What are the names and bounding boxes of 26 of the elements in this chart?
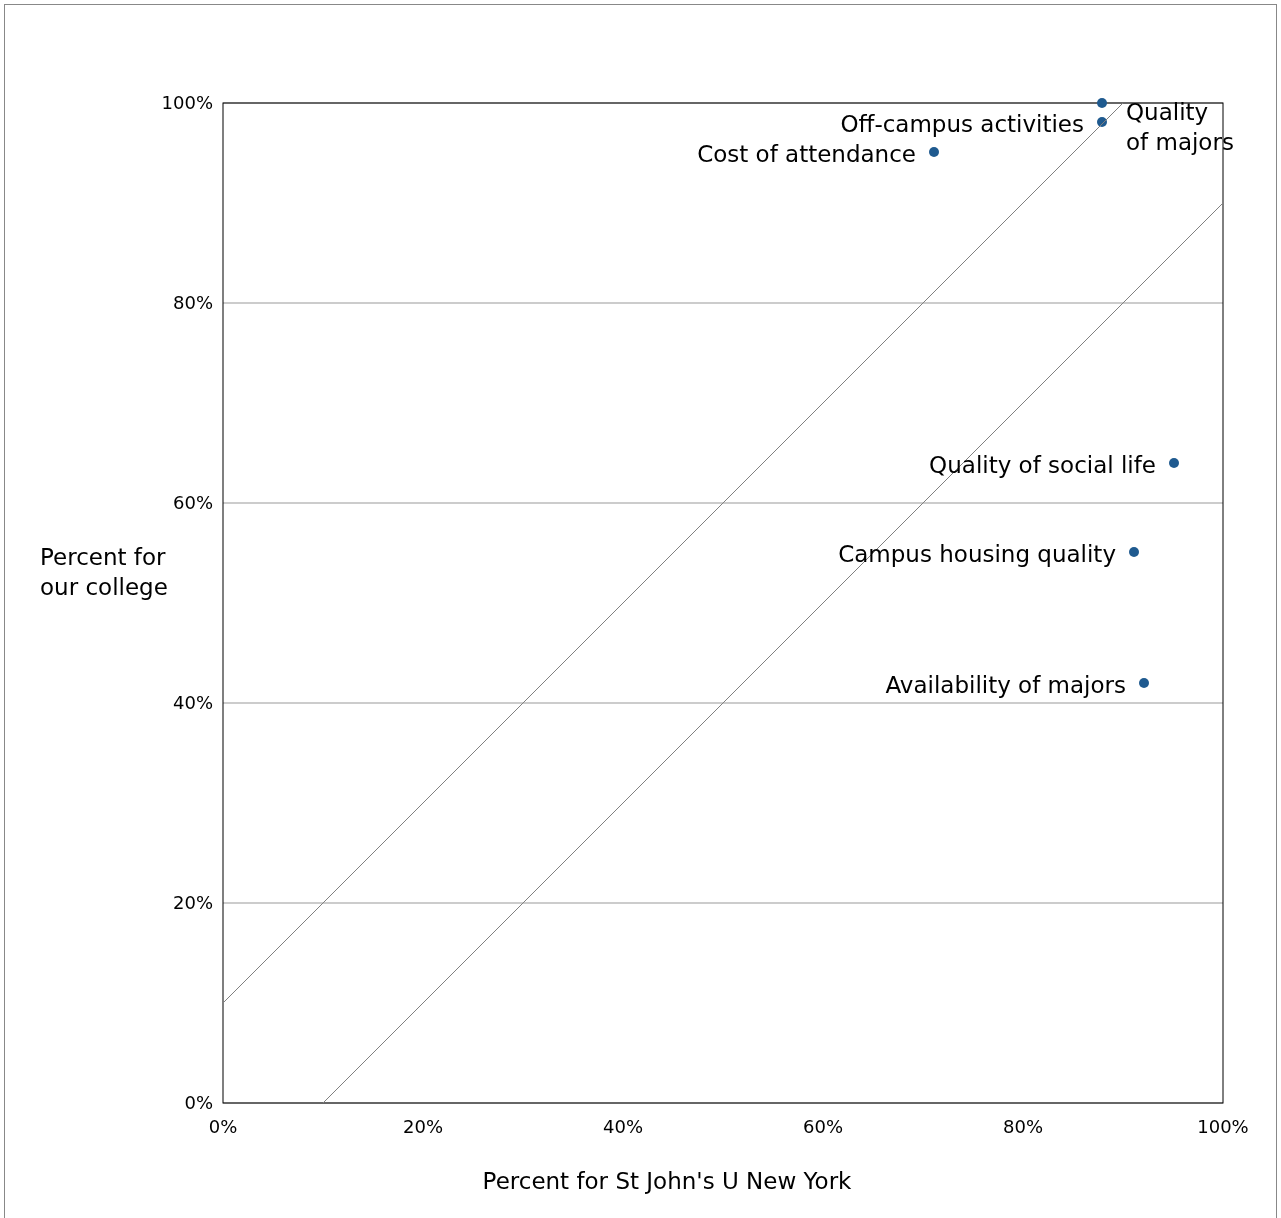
annotation: Availability of majors xyxy=(885,671,1126,698)
y-tick-label: 0% xyxy=(184,1092,213,1114)
point xyxy=(1097,98,1107,108)
x-axis-title: Percent for St John's U New York xyxy=(482,1168,853,1194)
y-axis-title: Percent for our college xyxy=(40,544,168,600)
y-tick-label: 100% xyxy=(161,92,213,114)
annotation: Off-campus activities xyxy=(840,110,1084,137)
x-tick-label: 0% xyxy=(208,1116,238,1137)
y-tick-label: 40% xyxy=(172,692,213,714)
point xyxy=(1097,117,1107,127)
annotation: Cost of attendance xyxy=(697,140,916,167)
annotation: Quality of majors xyxy=(1126,98,1234,155)
annotation: Campus housing quality xyxy=(838,540,1116,567)
y-tick-label: 80% xyxy=(172,292,213,314)
x-tick-label: 80% xyxy=(1002,1116,1044,1137)
x-tick-label: 40% xyxy=(602,1116,644,1137)
x-tick-label: 60% xyxy=(802,1116,844,1137)
x-tick-label: 100% xyxy=(1197,1116,1249,1137)
y-tick-label: 60% xyxy=(172,492,213,514)
x-tick-label: 20% xyxy=(402,1116,444,1137)
point xyxy=(929,147,939,157)
point xyxy=(1129,547,1139,557)
y-tick-label: 20% xyxy=(172,892,213,914)
point xyxy=(1139,678,1149,688)
annotation: Quality of social life xyxy=(929,451,1156,478)
point xyxy=(1169,458,1179,468)
